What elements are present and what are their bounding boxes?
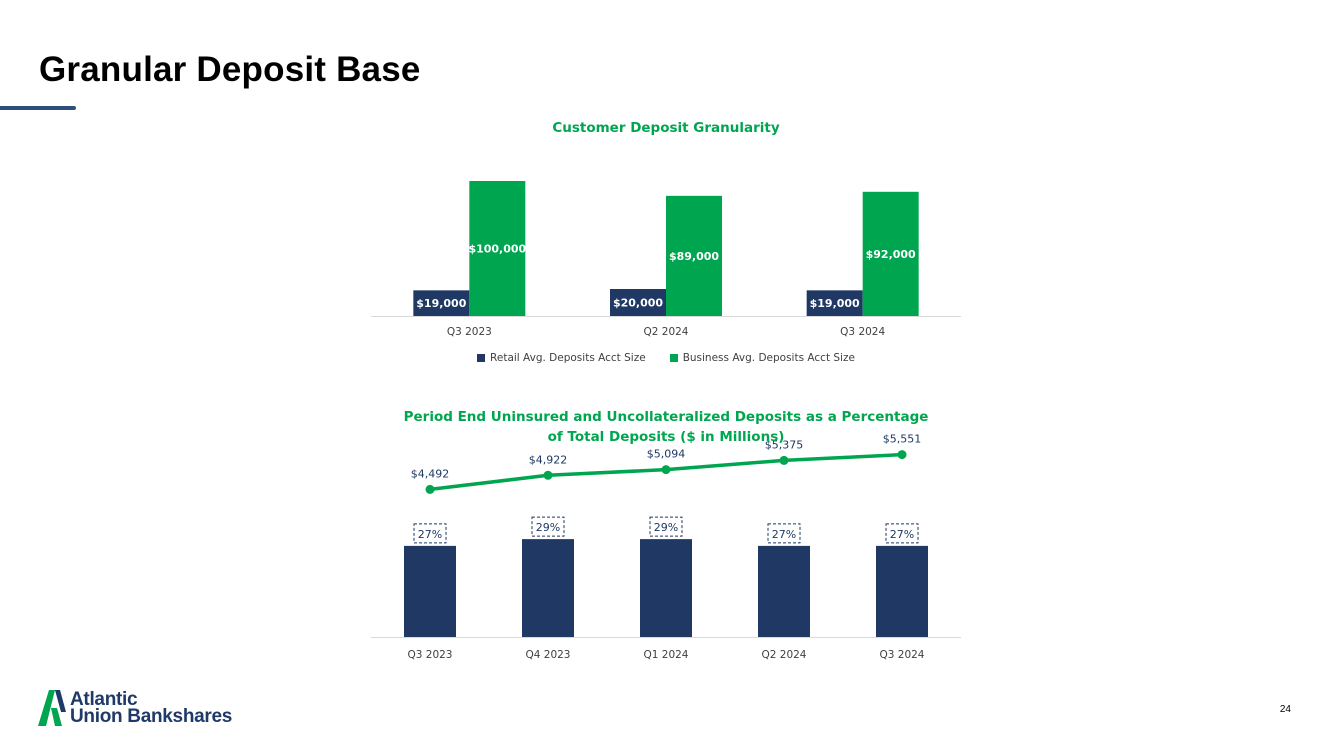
chart2-percent-label: 29% [536,521,560,534]
chart2-bar [876,545,928,637]
chart1-title: Customer Deposit Granularity [552,120,780,136]
chart2-tick-label: Q3 2024 [879,649,924,661]
legend-swatch-retail [477,354,486,362]
chart2-bar [404,545,456,637]
chart2-tick-label: Q3 2023 [407,649,452,661]
chart2-percent-label-box [413,523,447,544]
chart2-bar [522,539,574,637]
chart1-data-label: $92,000 [866,248,916,261]
chart1-tick-label: Q3 2023 [447,326,492,338]
chart1-tick-label: Q3 2024 [840,326,885,338]
chart2-line-point [543,470,553,480]
legend-item-business: Business Avg. Deposits Acct Size [669,352,855,364]
chart2-percent-label: 27% [890,528,914,541]
chart2-percent-label: 27% [418,528,442,541]
chart1-legend: Retail Avg. Deposits Acct Size Business … [333,352,999,364]
chart1-tick-label: Q2 2024 [643,326,688,338]
page-number: 24 [1279,704,1291,715]
chart2-line-label: $5,551 [883,433,922,446]
logo-line1: Atlantic [70,689,138,710]
chart1-data-label: $20,000 [613,297,663,310]
chart2-tick-label: Q1 2024 [643,649,688,661]
chart2-title-line2: of Total Deposits ($ in Millions) [547,429,785,445]
chart2-tick-label: Q4 2023 [525,649,570,661]
chart2-line-label: $4,492 [411,467,450,480]
chart1-data-label: $19,000 [416,297,466,310]
chart2-line-label: $5,375 [765,438,804,451]
chart1-bar-business [666,195,722,316]
chart1-bar-business [469,181,526,316]
legend-swatch-business [669,354,678,362]
legend-item-retail: Retail Avg. Deposits Acct Size [477,352,646,364]
chart2-percent-label-box [649,516,683,537]
chart2-line-point [661,465,671,475]
chart2-percent-label: 29% [654,521,678,534]
title-underline [0,106,76,110]
chart1-data-label: $100,000 [468,243,526,256]
company-logo: Atlantic Union Bankshares [38,690,232,726]
logo-line2: Union Bankshares [70,706,233,727]
legend-label-business: Business Avg. Deposits Acct Size [682,352,855,364]
chart1-bar-business [862,191,919,316]
chart2-bar [758,545,810,637]
chart2-percent-label-box [767,523,801,544]
chart2-percent-label-box [531,516,565,537]
chart1-bar-retail [610,289,666,316]
chart2-bar [640,539,692,637]
legend-label-retail: Retail Avg. Deposits Acct Size [490,352,646,364]
chart1-data-label: $89,000 [669,250,719,263]
page-title: Granular Deposit Base [39,50,421,89]
chart2-line-point [425,484,435,494]
chart2-percent-label: 27% [772,528,796,541]
chart2-title-line1: Period End Uninsured and Uncollateralize… [403,409,929,425]
chart2-line-point [779,455,789,465]
chart2-line-label: $5,094 [647,448,686,461]
chart1-data-label: $19,000 [810,297,860,310]
atlantic-union-a-mark-icon [38,690,66,726]
chart1-bar-retail [413,290,470,316]
chart2-line-label: $4,922 [529,453,568,466]
chart2-line-point [897,450,907,460]
chart1-bar-retail [806,290,863,316]
chart2-tick-label: Q2 2024 [761,649,806,661]
chart2-percent-label-box [885,523,919,544]
